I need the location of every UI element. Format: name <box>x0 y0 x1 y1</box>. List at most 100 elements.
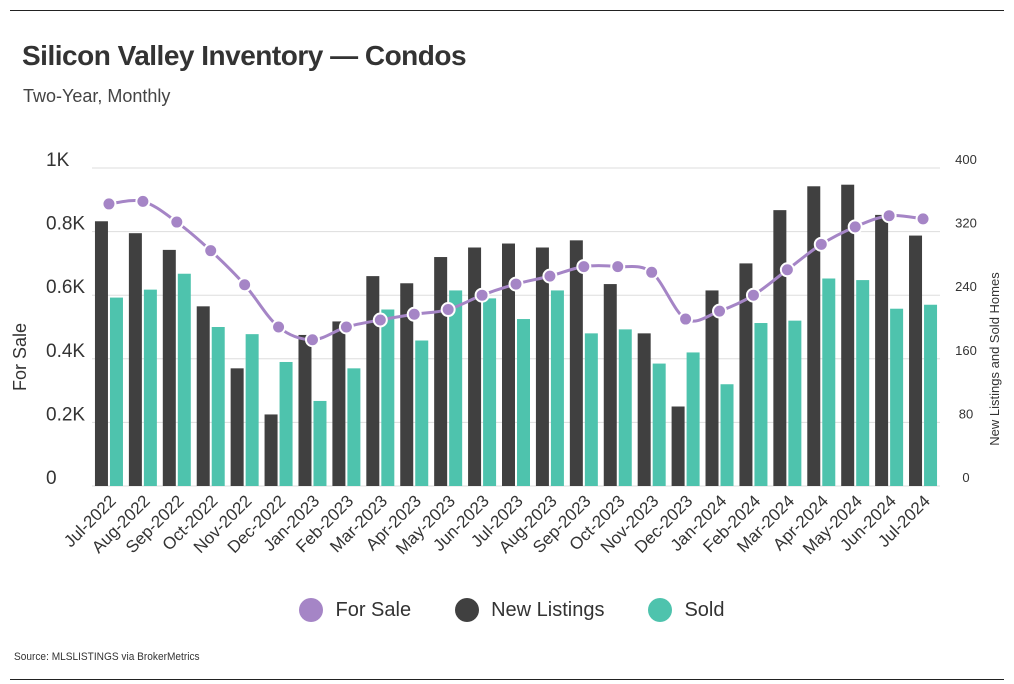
right-tick-label: 80 <box>959 406 973 421</box>
right-tick-label: 160 <box>955 343 977 358</box>
bar-sold <box>720 384 734 486</box>
bar-new-listings <box>773 210 787 486</box>
point-for-sale <box>237 277 253 293</box>
bar-new-listings <box>298 334 312 486</box>
point-for-sale <box>644 264 660 280</box>
right-tick-label: 0 <box>962 470 969 485</box>
legend-label-new-listings: New Listings <box>491 598 605 621</box>
source-note: Source: MLSLISTINGS via BrokerMetrics <box>14 651 200 663</box>
legend-label-sold: Sold <box>684 598 725 621</box>
bar-sold <box>449 290 463 486</box>
point-for-sale <box>915 211 931 227</box>
point-for-sale <box>304 332 320 348</box>
bar-new-listings <box>264 414 278 486</box>
bar-sold <box>347 368 361 486</box>
point-for-sale <box>406 306 422 322</box>
right-tick-label: 400 <box>955 152 977 167</box>
legend-swatch-for-sale <box>299 598 324 622</box>
bar-sold <box>618 329 632 486</box>
point-for-sale <box>474 287 490 303</box>
bottom-rule <box>10 679 1004 680</box>
bar-sold <box>313 400 327 486</box>
line-for-sale <box>108 198 924 342</box>
point-for-sale <box>610 259 626 275</box>
left-tick-label: 0.8K <box>46 214 85 235</box>
point-for-sale <box>779 262 795 278</box>
point-for-sale <box>542 268 558 284</box>
left-axis-title: For Sale <box>10 323 30 391</box>
bar-new-listings <box>366 276 380 486</box>
point-for-sale <box>372 312 388 328</box>
point-for-sale <box>169 214 185 230</box>
bar-new-listings <box>909 235 923 486</box>
bar-sold <box>754 323 768 486</box>
bar-new-listings <box>196 306 210 486</box>
bar-new-listings <box>739 263 753 486</box>
top-rule <box>10 10 1004 11</box>
bar-new-listings <box>705 290 719 486</box>
bar-sold <box>517 319 530 486</box>
legend-label-for-sale: For Sale <box>335 598 412 621</box>
point-for-sale <box>271 319 287 335</box>
point-for-sale <box>847 219 863 235</box>
left-tick-label: 0.6K <box>46 277 85 298</box>
bar-sold <box>856 280 870 486</box>
bar-sold <box>822 278 836 486</box>
legend: For Sale New Listings Sold <box>0 598 1014 622</box>
bar-new-listings <box>94 221 108 486</box>
bar-sold <box>924 304 938 486</box>
legend-swatch-new-listings <box>455 598 480 622</box>
right-tick-label: 240 <box>955 279 977 294</box>
bar-new-listings <box>875 214 889 486</box>
left-tick-label: 1K <box>46 150 70 171</box>
point-for-sale <box>135 193 151 209</box>
bar-sold <box>686 352 700 486</box>
point-for-sale <box>712 303 728 319</box>
chart-subtitle: Two-Year, Monthly <box>23 86 171 106</box>
bar-sold <box>381 309 395 486</box>
bar-sold <box>415 340 429 486</box>
right-tick-label: 320 <box>955 216 977 231</box>
bar-new-listings <box>671 406 685 486</box>
bar-new-listings <box>400 283 414 486</box>
point-for-sale <box>678 311 694 327</box>
bar-new-listings <box>128 233 142 486</box>
bar-sold <box>890 308 904 486</box>
bar-sold <box>177 273 191 486</box>
bar-sold <box>550 290 564 486</box>
bar-sold <box>245 334 259 486</box>
bar-new-listings <box>434 257 448 486</box>
left-tick-label: 0.4K <box>46 341 85 362</box>
bar-new-listings <box>603 284 617 486</box>
bar-sold <box>143 289 157 486</box>
bar-sold <box>788 320 802 486</box>
bar-new-listings <box>502 243 515 486</box>
bar-new-listings <box>162 249 176 486</box>
chart-title: Silicon Valley Inventory — Condos <box>22 40 467 71</box>
bar-new-listings <box>332 321 346 486</box>
point-for-sale <box>203 243 219 259</box>
left-tick-label: 0 <box>46 468 57 489</box>
bar-sold <box>483 298 497 486</box>
legend-item-sold: Sold <box>638 598 725 622</box>
legend-swatch-sold <box>648 598 673 622</box>
bar-new-listings <box>535 247 549 486</box>
bar-sold <box>109 297 123 486</box>
legend-item-new-listings: New Listings <box>445 598 604 622</box>
legend-item-for-sale: For Sale <box>289 598 411 622</box>
right-axis-title: New Listings and Sold Homes <box>987 272 1002 446</box>
bar-new-listings <box>807 186 821 486</box>
bar-sold <box>584 333 598 486</box>
point-for-sale <box>745 287 761 303</box>
bar-new-listings <box>468 247 482 486</box>
bar-new-listings <box>230 368 244 486</box>
point-for-sale <box>508 276 524 292</box>
bar-new-listings <box>569 240 583 486</box>
point-for-sale <box>813 236 829 252</box>
bar-new-listings <box>841 184 855 486</box>
bar-new-listings <box>637 333 651 486</box>
left-tick-label: 0.2K <box>46 404 85 425</box>
point-for-sale <box>881 208 897 224</box>
point-for-sale <box>576 259 592 275</box>
